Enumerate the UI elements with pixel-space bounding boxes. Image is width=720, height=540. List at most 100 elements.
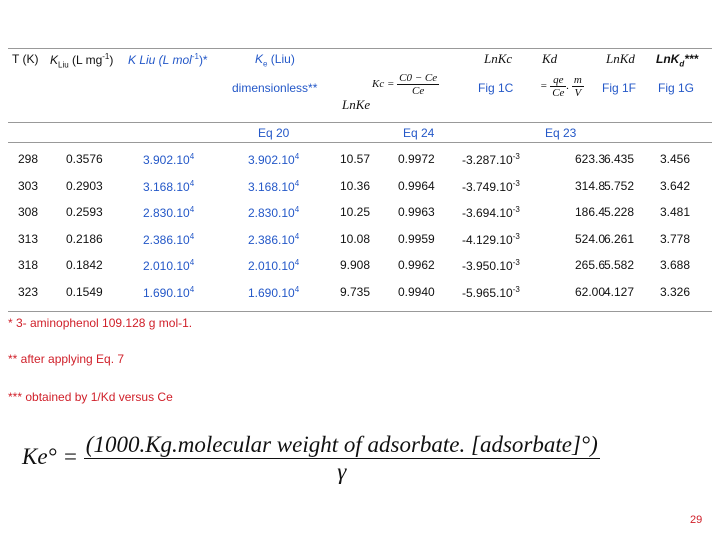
table-cell: 0.2593 — [66, 205, 103, 219]
table-cell: 303 — [18, 178, 39, 193]
table-cell: 62.00 — [575, 284, 606, 299]
mantissa: -3.749.10 — [462, 179, 513, 194]
t: K Liu (L mol — [128, 53, 192, 67]
header-cell: K Liu (L mol-1)* — [128, 52, 208, 67]
table-cell: -3.950.10-3 — [462, 258, 520, 273]
t: Kc = — [372, 78, 395, 91]
table-cell: 318 — [18, 258, 39, 272]
table-cell: 10.57 — [340, 152, 371, 166]
header-cell: LnKd — [606, 51, 635, 66]
mantissa: 2.386.10 — [248, 232, 295, 247]
exponent: 4 — [189, 231, 195, 241]
table-cell: 524.0 — [575, 231, 606, 246]
table-cell: 0.9959 — [398, 231, 435, 246]
table-cell: 623.3 — [575, 152, 606, 166]
table-cell: 10.36 — [340, 178, 371, 193]
exponent: 4 — [189, 205, 195, 214]
table-cell: 3.456 — [660, 152, 691, 166]
t: (Liu) — [267, 52, 295, 66]
table-cell: -3.749.10-3 — [462, 179, 520, 194]
t: *** — [684, 52, 699, 66]
table-cell: 5.752 — [604, 178, 635, 193]
t: -1 — [102, 52, 110, 61]
table-cell: 3.902.104 — [143, 152, 194, 167]
header-cell: Fig 1F — [602, 81, 637, 95]
table-cell: 0.2903 — [66, 178, 103, 193]
t: d — [679, 59, 685, 69]
table-cell: 3.326 — [660, 284, 691, 299]
table-cell: 4.127 — [604, 284, 635, 299]
equation: Ke° = (1000.Kg.molecular weight of adsor… — [22, 432, 600, 485]
mantissa: 1.690.10 — [248, 285, 295, 300]
exponent: -3 — [512, 284, 520, 294]
table-cell: 5.582 — [604, 258, 635, 272]
exponent: -3 — [512, 231, 520, 241]
mantissa: 3.902.10 — [143, 153, 190, 167]
exponent: -3 — [512, 258, 520, 267]
table-cell: 2.386.104 — [143, 232, 194, 247]
t: (1000.Kg.molecular weight of adsorbate. … — [83, 432, 600, 459]
t: e — [263, 59, 268, 69]
mantissa: 3.168.10 — [248, 179, 295, 194]
t: )* — [198, 53, 208, 67]
header-cell: LnKe — [342, 97, 371, 112]
t: Ke° = — [22, 443, 79, 469]
page-number: 29 — [690, 514, 703, 526]
table-cell: 298 — [18, 152, 39, 166]
exponent: 4 — [294, 231, 300, 241]
header-cell: Kd — [542, 51, 558, 66]
table-cell: 6.435 — [604, 152, 635, 166]
exponent: 4 — [189, 152, 195, 161]
t: -1 — [191, 52, 199, 61]
t: Liu — [58, 60, 69, 70]
footnote: ** after applying Eq. 7 — [8, 352, 125, 366]
header-cell: dimensionless** — [232, 81, 318, 95]
table-cell: 3.481 — [660, 205, 691, 219]
exponent: 4 — [189, 178, 195, 188]
exponent: 4 — [294, 258, 300, 267]
exponent: 4 — [189, 284, 195, 294]
table-cell: 265.6 — [575, 258, 606, 272]
rule — [8, 48, 712, 49]
table-cell: 2.010.104 — [248, 258, 299, 273]
header-cell: Eq 23 — [545, 126, 577, 140]
t: K — [255, 52, 264, 66]
table-cell: -5.965.10-3 — [462, 285, 520, 300]
mantissa: -3.694.10 — [462, 206, 513, 220]
mantissa: 2.386.10 — [143, 232, 190, 247]
t: qe — [550, 74, 567, 87]
footnote: * 3- aminophenol 109.128 g mol-1. — [8, 316, 193, 330]
header-cell: KLiu (L mg-1) — [50, 52, 113, 69]
mantissa: 2.830.10 — [248, 206, 295, 220]
table-cell: -4.129.10-3 — [462, 232, 520, 247]
exponent: -3 — [512, 205, 520, 214]
table-cell: 9.735 — [340, 284, 371, 299]
footnote: *** obtained by 1/Kd versus Ce — [8, 390, 173, 404]
table-cell: 2.010.104 — [143, 258, 194, 273]
table-cell: 308 — [18, 205, 39, 219]
mantissa: 1.690.10 — [143, 285, 190, 300]
table-cell: -3.287.10-3 — [462, 152, 520, 167]
table-cell: 323 — [18, 284, 39, 299]
header-cell: LnKc — [484, 51, 513, 66]
exponent: 4 — [294, 284, 300, 294]
exponent: -3 — [512, 152, 520, 161]
table-cell: 0.1842 — [66, 258, 103, 272]
t: γ — [337, 459, 347, 484]
header-cell: Eq 20 — [258, 126, 290, 140]
table-cell: 2.830.104 — [143, 205, 194, 220]
table-cell: 0.9963 — [398, 205, 435, 219]
table-cell: 0.9972 — [398, 152, 435, 166]
formula: Kc = C0 − Ce Ce — [372, 72, 440, 97]
rule — [8, 142, 712, 143]
mantissa: 2.830.10 — [143, 206, 190, 220]
table-cell: 9.908 — [340, 258, 371, 272]
t: V — [574, 87, 582, 99]
t: Ce — [412, 85, 425, 97]
mantissa: 3.902.10 — [248, 153, 295, 167]
table-cell: 2.830.104 — [248, 205, 299, 220]
table-cell: 2.386.104 — [248, 232, 299, 247]
table-cell: 3.688 — [660, 258, 691, 272]
table-cell: 1.690.104 — [248, 285, 299, 300]
header-cell: Fig 1C — [478, 81, 514, 95]
